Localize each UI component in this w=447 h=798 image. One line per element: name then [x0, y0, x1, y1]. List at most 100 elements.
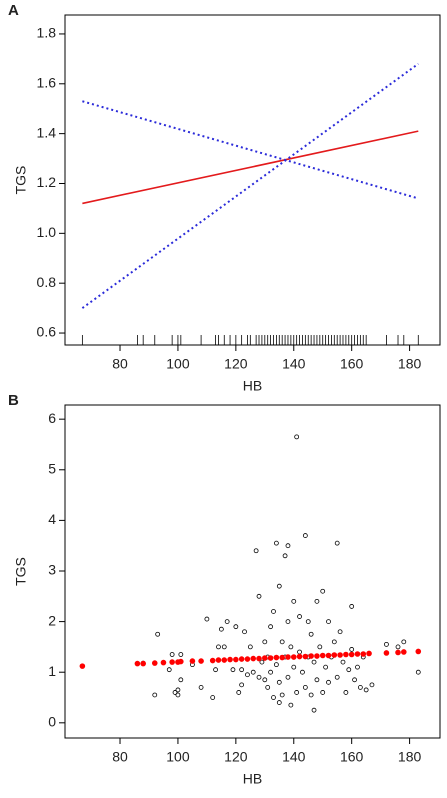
- x-axis-title: HB: [243, 771, 262, 787]
- fitted-point: [209, 657, 216, 664]
- data-point: [300, 669, 305, 675]
- data-point: [384, 641, 389, 647]
- fitted-point: [160, 659, 167, 666]
- y-tick-label: 1.6: [37, 74, 57, 90]
- x-tick-label: 140: [282, 356, 306, 372]
- fitted-point: [348, 651, 355, 658]
- data-point: [326, 619, 331, 625]
- fitted-point: [279, 654, 285, 661]
- x-tick-label: 80: [112, 749, 128, 765]
- fitted-point: [244, 656, 251, 662]
- data-point: [326, 679, 331, 685]
- fitted-point: [308, 653, 314, 659]
- data-point: [250, 669, 256, 675]
- data-point: [334, 674, 340, 680]
- data-point: [224, 619, 230, 625]
- data-point: [340, 659, 346, 665]
- data-point: [323, 664, 329, 670]
- fit-line: [82, 130, 419, 205]
- data-point: [256, 674, 262, 680]
- fitted-point: [227, 656, 233, 663]
- y-tick-label: 0.6: [37, 324, 57, 340]
- fitted-point: [354, 651, 361, 657]
- fitted-point: [337, 652, 343, 658]
- fitted-point: [383, 650, 390, 656]
- data-point: [311, 707, 317, 713]
- data-point: [216, 644, 221, 650]
- data-point: [308, 692, 314, 698]
- data-point: [262, 677, 268, 683]
- panel-label: B: [8, 392, 19, 409]
- data-point: [349, 647, 355, 652]
- fitted-point: [314, 653, 320, 659]
- data-point: [302, 533, 308, 538]
- fitted-point: [296, 653, 303, 660]
- data-point: [204, 616, 210, 622]
- data-point: [233, 624, 239, 630]
- data-point: [291, 664, 297, 670]
- data-point: [294, 434, 300, 440]
- fitted-point: [343, 651, 349, 658]
- data-point: [175, 687, 181, 693]
- fitted-point: [169, 659, 175, 665]
- y-tick-label: 1.4: [37, 124, 57, 140]
- fitted-point: [140, 660, 146, 667]
- data-point: [242, 629, 247, 635]
- fitted-point: [415, 648, 422, 655]
- data-point: [279, 639, 285, 645]
- data-point: [343, 690, 349, 695]
- data-point: [230, 667, 236, 673]
- y-tick-label: 5: [48, 460, 56, 476]
- x-tick-label: 100: [166, 356, 190, 372]
- data-point: [152, 692, 158, 698]
- data-point: [210, 695, 216, 700]
- data-point: [172, 690, 178, 695]
- x-tick-label: 120: [224, 356, 248, 372]
- x-tick-label: 100: [166, 749, 190, 765]
- fitted-point: [302, 653, 309, 660]
- fit-line: [81, 63, 419, 309]
- fitted-point: [151, 660, 158, 666]
- fitted-point: [267, 655, 274, 661]
- data-point: [352, 677, 357, 683]
- x-tick-label: 140: [282, 749, 306, 765]
- fit-line: [82, 100, 419, 200]
- fitted-point: [273, 654, 280, 661]
- fitted-point: [221, 657, 228, 663]
- x-tick-label: 180: [398, 356, 422, 372]
- data-point: [273, 540, 279, 546]
- y-tick-label: 1: [48, 663, 56, 679]
- data-point: [285, 543, 291, 549]
- y-tick-label: 1.8: [37, 25, 57, 41]
- fitted-point: [395, 649, 401, 656]
- data-point: [213, 667, 218, 673]
- data-point: [320, 588, 326, 594]
- data-point: [178, 677, 184, 683]
- fitted-point: [401, 649, 407, 655]
- y-tick-label: 1.0: [37, 224, 57, 240]
- data-point: [279, 692, 285, 698]
- data-point: [268, 669, 273, 675]
- plot-box: [64, 14, 441, 346]
- data-point: [355, 664, 360, 670]
- plot-box: [64, 404, 441, 739]
- data-point: [308, 631, 314, 637]
- fitted-point: [79, 663, 86, 669]
- fitted-point: [325, 652, 332, 659]
- data-point: [175, 692, 181, 698]
- data-point: [297, 649, 302, 655]
- y-tick-label: 0: [48, 714, 56, 730]
- fitted-point: [189, 658, 196, 664]
- fitted-point: [262, 655, 268, 661]
- data-point: [311, 659, 317, 665]
- data-point: [282, 553, 288, 559]
- fitted-point: [198, 658, 204, 664]
- data-point: [276, 583, 282, 589]
- y-tick-label: 6: [48, 410, 56, 426]
- data-point: [239, 682, 245, 688]
- fitted-point: [331, 652, 338, 658]
- data-point: [169, 652, 175, 657]
- data-point: [331, 639, 337, 645]
- fitted-point: [256, 655, 262, 662]
